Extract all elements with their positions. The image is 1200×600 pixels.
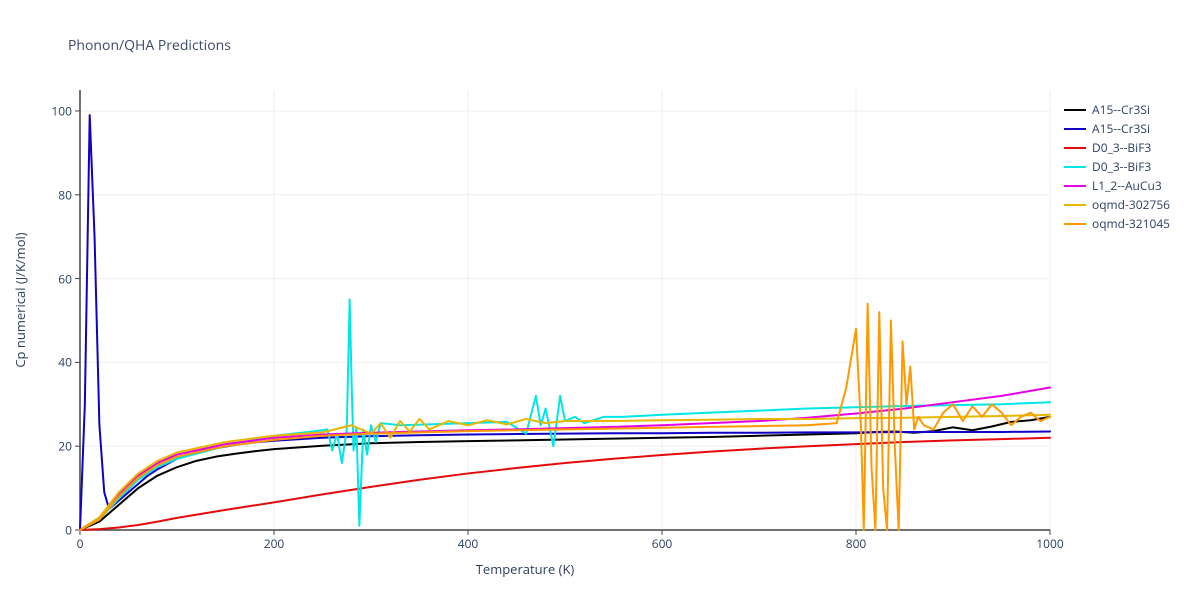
legend-item[interactable]: D0_3--BiF3: [1064, 157, 1170, 176]
legend-item[interactable]: A15--Cr3Si: [1064, 100, 1170, 119]
y-tick-label: 0: [65, 522, 72, 539]
x-tick-label: 0: [77, 535, 84, 552]
legend-swatch: [1064, 166, 1086, 168]
chart-title: Phonon/QHA Predictions: [68, 36, 231, 55]
legend-item[interactable]: oqmd-321045: [1064, 214, 1170, 233]
plot-svg: [80, 90, 1050, 530]
y-tick-label: 100: [51, 102, 72, 119]
x-axis-label: Temperature (K): [0, 560, 1050, 578]
legend-item[interactable]: L1_2--AuCu3: [1064, 176, 1170, 195]
legend-item[interactable]: A15--Cr3Si: [1064, 119, 1170, 138]
legend-swatch: [1064, 147, 1086, 149]
legend-swatch: [1064, 185, 1086, 187]
y-tick-label: 20: [58, 438, 72, 455]
legend-label: oqmd-302756: [1092, 196, 1170, 213]
y-tick-label: 40: [58, 354, 72, 371]
x-tick-label: 400: [458, 535, 479, 552]
chart-container: Phonon/QHA Predictions Temperature (K) C…: [0, 0, 1200, 600]
legend-swatch: [1064, 223, 1086, 225]
x-tick-label: 1000: [1036, 535, 1063, 552]
legend-label: D0_3--BiF3: [1092, 158, 1151, 175]
legend: A15--Cr3Si A15--Cr3Si D0_3--BiF3 D0_3--BiF3…: [1064, 100, 1170, 233]
legend-swatch: [1064, 128, 1086, 130]
legend-label: D0_3--BiF3: [1092, 139, 1151, 156]
legend-swatch: [1064, 109, 1086, 111]
legend-label: oqmd-321045: [1092, 215, 1170, 232]
x-tick-label: 200: [264, 535, 285, 552]
y-tick-label: 80: [58, 186, 72, 203]
y-tick-label: 60: [58, 270, 72, 287]
legend-swatch: [1064, 204, 1086, 206]
legend-item[interactable]: D0_3--BiF3: [1064, 138, 1170, 157]
legend-label: A15--Cr3Si: [1092, 120, 1150, 137]
x-tick-label: 800: [846, 535, 867, 552]
legend-item[interactable]: oqmd-302756: [1064, 195, 1170, 214]
legend-label: L1_2--AuCu3: [1092, 177, 1162, 194]
y-axis-label: Cp numerical (J/K/mol): [11, 232, 29, 367]
plot-area[interactable]: [80, 90, 1050, 530]
x-tick-label: 600: [652, 535, 673, 552]
legend-label: A15--Cr3Si: [1092, 101, 1150, 118]
